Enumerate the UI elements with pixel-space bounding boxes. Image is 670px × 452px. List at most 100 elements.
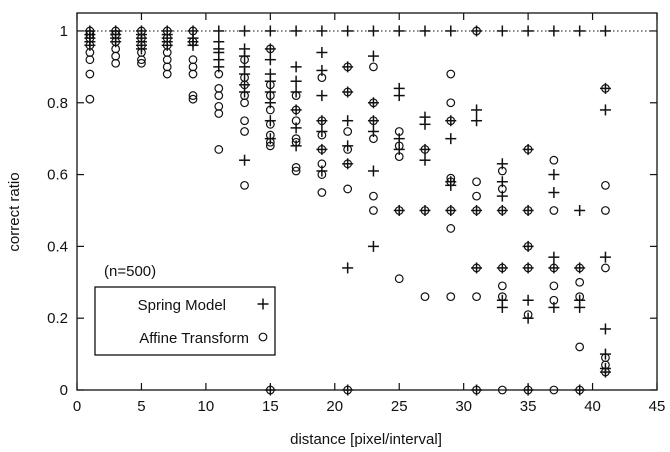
affine-transform-point [291, 162, 301, 172]
affine-transform-point [575, 263, 585, 273]
x-tick-label: 30 [455, 398, 472, 415]
spring-model-point [290, 25, 302, 37]
affine-transform-point [523, 206, 533, 215]
legend-box [94, 286, 276, 356]
affine-transform-point [369, 206, 378, 215]
affine-transform-point [523, 310, 533, 320]
affine-transform-point [420, 145, 430, 154]
affine-transform-point [549, 295, 559, 305]
affine-transform-point [343, 145, 353, 154]
affine-transform-point [446, 292, 456, 302]
plot-frame [76, 12, 658, 391]
affine-transform-point [317, 116, 327, 126]
affine-transform-point [601, 367, 610, 377]
affine-transform-point [601, 180, 610, 190]
affine-transform-point [85, 30, 95, 39]
x-tick-label: 20 [326, 398, 343, 415]
affine-transform-point [497, 292, 507, 302]
affine-transform-point [523, 145, 533, 154]
spring-model-point [290, 75, 302, 87]
affine-transform-point [265, 119, 275, 129]
affine-transform-point [446, 177, 456, 187]
spring-model-point [445, 25, 457, 37]
affine-transform-point [265, 137, 275, 147]
affine-transform-point [446, 224, 456, 233]
affine-transform-point [240, 80, 249, 90]
x-tick-label: 45 [649, 398, 666, 415]
tick-labels: 0 5 10 15 20 25 30 35 40 45 0 0.2 0.4 0.6 0.8 1 [47, 23, 665, 415]
spring-model-point [213, 25, 225, 37]
affine-transform-point [317, 145, 327, 154]
spring-model-point [239, 25, 251, 37]
affine-transform-point [369, 134, 378, 144]
affine-transform-point [188, 91, 198, 100]
x-tick-label: 15 [262, 398, 279, 415]
affine-transform-point [523, 241, 533, 251]
spring-model-point [316, 90, 328, 102]
spring-model-point [239, 154, 251, 166]
affine-transform-point [317, 188, 327, 197]
legend-circle-marker [258, 332, 268, 342]
legend-label-spring-model: Spring Model [138, 297, 226, 314]
spring-model-point [264, 54, 276, 66]
affine-transform-point [394, 141, 404, 151]
spring-model-point [599, 251, 611, 263]
spring-model-point [599, 25, 611, 37]
affine-transform-point [497, 281, 507, 291]
spring-model-point [471, 104, 483, 116]
affine-transform-point [317, 73, 327, 83]
affine-transform-point [420, 206, 430, 215]
spring-model-point [574, 301, 586, 313]
spring-model-point [316, 46, 328, 58]
affine-transform-point [111, 26, 121, 36]
spring-model-point [599, 104, 611, 116]
affine-transform-point [394, 127, 404, 136]
spring-model-point [522, 294, 534, 306]
affine-transform-point [472, 263, 481, 273]
affine-transform-point [394, 206, 404, 215]
y-axis-label: correct ratio [6, 172, 23, 251]
affine-transform-point [472, 191, 481, 201]
affine-transform-point [317, 130, 327, 140]
affine-transform-point [446, 69, 456, 79]
affine-transform-point [549, 155, 559, 165]
affine-transform-point [188, 69, 198, 79]
affine-transform-point [188, 26, 198, 36]
affine-transform-point [265, 44, 275, 54]
x-tick-label: 25 [391, 398, 408, 415]
affine-transform-point [446, 206, 456, 215]
affine-transform-point [291, 91, 301, 100]
spring-model-point [548, 169, 560, 181]
affine-transform-point [472, 206, 481, 215]
affine-transform-point [291, 166, 301, 176]
x-tick-label: 40 [584, 398, 601, 415]
affine-transform-point [240, 127, 249, 136]
affine-transform-point [111, 58, 121, 68]
affine-transform-point [343, 127, 353, 136]
affine-transform-point [394, 152, 404, 162]
spring-model-point [367, 165, 379, 177]
spring-model-point [316, 25, 328, 37]
spring-model-point [419, 118, 431, 130]
affine-transform-point [137, 55, 146, 65]
affine-transform-point [497, 184, 507, 194]
affine-transform-point [497, 166, 507, 176]
affine-transform-point [601, 263, 610, 273]
affine-transform-point [575, 292, 585, 302]
affine-transform-point [291, 137, 301, 147]
spring-model-point [548, 187, 560, 199]
affine-transform-point [575, 277, 585, 287]
y-tick-label: 1 [60, 23, 68, 40]
spring-model-point [574, 204, 586, 216]
y-tick-label: 0.8 [47, 95, 68, 112]
affine-transform-point [291, 105, 301, 115]
affine-transform-point [85, 69, 95, 79]
affine-transform-point [85, 94, 95, 104]
affine-transform-point [317, 159, 327, 169]
y-tick-label: 0.4 [47, 238, 68, 255]
affine-transform-point [446, 116, 456, 126]
spring-model-point [367, 240, 379, 252]
spring-model-point [393, 25, 405, 37]
affine-transform-point [601, 206, 610, 215]
